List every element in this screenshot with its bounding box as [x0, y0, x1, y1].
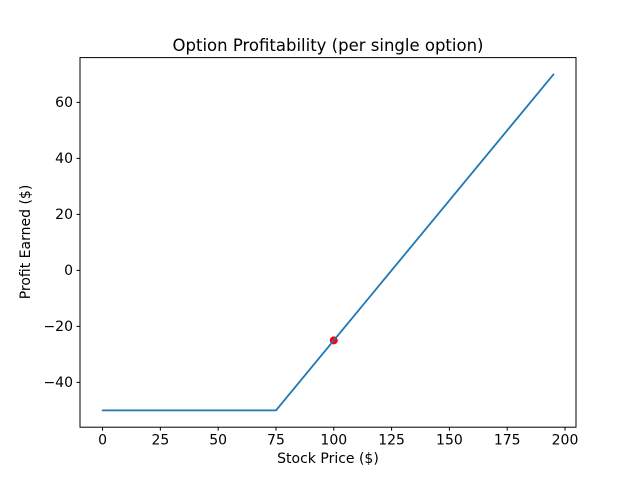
axes-spines	[79, 57, 577, 428]
x-tick-label: 50	[209, 433, 227, 449]
y-tick-label: −20	[43, 319, 73, 335]
y-tick-label: 60	[55, 95, 73, 111]
x-tick-label: 150	[436, 433, 463, 449]
y-tick-label: 40	[55, 151, 73, 167]
profit-line	[101, 73, 555, 412]
chart-title: Option Profitability (per single option)	[172, 36, 484, 55]
x-tick-label: 200	[552, 433, 579, 449]
x-tick-label: 0	[98, 433, 107, 449]
y-tick-label: −40	[43, 375, 73, 391]
y-tick-label: 0	[64, 263, 73, 279]
x-tick-label: 25	[151, 433, 169, 449]
x-tick-label: 75	[267, 433, 285, 449]
x-tick-label: 100	[320, 433, 347, 449]
y-tick-label: 20	[55, 207, 73, 223]
x-tick-label: 125	[378, 433, 405, 449]
y-axis-label: Profit Earned ($)	[18, 184, 34, 300]
x-tick-label: 175	[494, 433, 521, 449]
x-axis-label: Stock Price ($)	[277, 451, 379, 467]
